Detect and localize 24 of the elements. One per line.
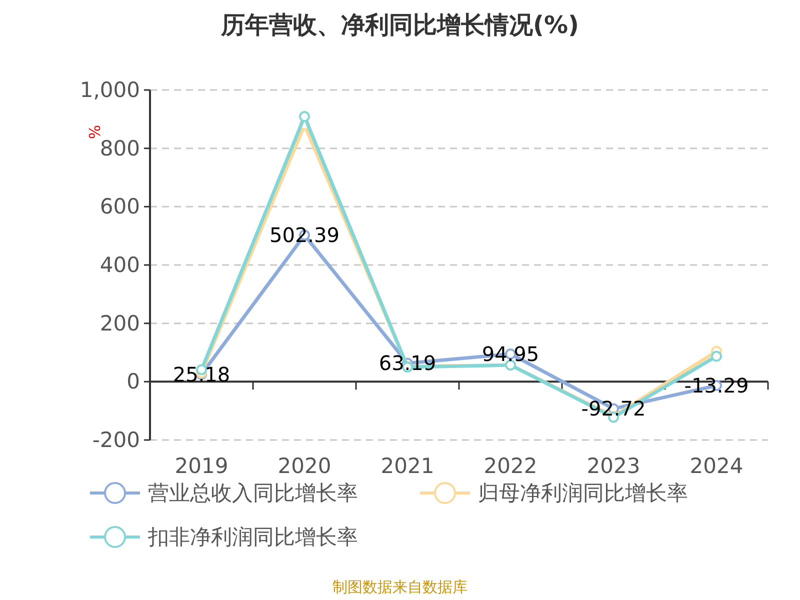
legend-label: 营业总收入同比增长率 (148, 481, 358, 505)
data-label: 94.95 (482, 342, 540, 366)
text: 制图数据来自数据库 (332, 578, 468, 596)
data-label: -92.72 (581, 396, 646, 421)
y-tick-label: 200 (100, 311, 140, 336)
x-tick-label: 2024 (690, 454, 744, 478)
y-tick-label: 0 (126, 370, 140, 394)
chart-title: 历年营收、净利同比增长情况(%) (220, 11, 579, 39)
x-tick-label: 2021 (380, 454, 434, 478)
y-tick-label: 400 (100, 253, 140, 277)
y-tick-label: 1,000 (80, 78, 140, 102)
x-tick-label: 2022 (484, 454, 538, 478)
legend-label: 归母净利润同比增长率 (478, 481, 688, 505)
data-label: 502.39 (270, 223, 340, 248)
point (299, 111, 310, 122)
x-tick-label: 2020 (278, 454, 332, 478)
data-label: 25.18 (172, 362, 230, 386)
data-label: 63.19 (378, 351, 436, 376)
legend-label: 扣非净利润同比增长率 (147, 525, 358, 549)
y-tick-label: -200 (92, 428, 140, 452)
point (711, 350, 722, 362)
x-tick-label: 2019 (174, 454, 228, 478)
x-tick-label: 2023 (586, 454, 640, 478)
y-tick-label: 600 (100, 194, 140, 219)
